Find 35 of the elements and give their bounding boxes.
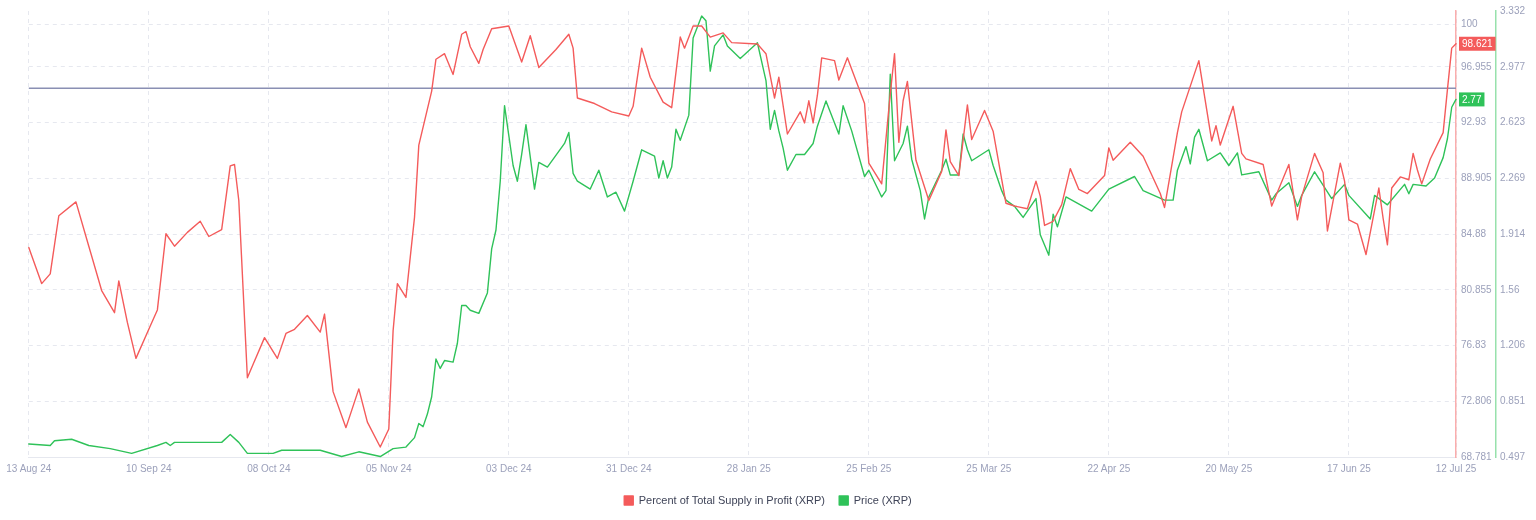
y-tick-label: 88.905 [1461, 172, 1493, 184]
x-tick-label: 31 Dec 24 [606, 462, 653, 474]
y-tick-label: 96.955 [1461, 60, 1493, 72]
y-tick-label: 68.781 [1461, 450, 1493, 462]
x-tick-label: 08 Oct 24 [247, 462, 291, 474]
y-tick-label: 100 [1461, 18, 1479, 30]
y2-tick-label: 1.56 [1500, 283, 1520, 295]
y2-tick-label: 3.332 [1500, 4, 1526, 16]
y2-tick-label: 2.269 [1500, 171, 1526, 183]
x-tick-label: 20 May 25 [1205, 462, 1253, 474]
x-tick-label: 03 Dec 24 [486, 462, 533, 474]
y2-tick-label: 1.206 [1500, 339, 1526, 351]
y2-tick-label: 1.914 [1500, 227, 1526, 239]
x-tick-label: 13 Aug 24 [6, 462, 52, 474]
x-tick-label: 17 Jun 25 [1326, 462, 1372, 474]
x-tick-label: 25 Feb 25 [846, 462, 892, 474]
legend-label: Price (XRP) [853, 493, 912, 506]
x-tick-label: 05 Nov 24 [366, 462, 413, 474]
x-tick-label: 10 Sep 24 [126, 462, 173, 474]
y2-tick-label: 0.851 [1500, 395, 1526, 407]
x-tick-label: 22 Apr 25 [1087, 462, 1131, 474]
y-tick-label: 84.88 [1461, 227, 1487, 239]
x-tick-label: 25 Mar 25 [966, 462, 1012, 474]
y2-tick-label: 2.977 [1500, 60, 1526, 72]
x-tick-label: 28 Jan 25 [726, 462, 772, 474]
data-label: 98.621 [1462, 37, 1494, 49]
y-tick-label: 72.806 [1461, 395, 1493, 406]
x-tick-label: 12 Jul 25 [1435, 462, 1477, 474]
y-tick-label: 80.855 [1461, 283, 1493, 295]
y-tick-label: 92.93 [1461, 116, 1487, 128]
legend-label: Percent of Total Supply in Profit (XRP) [638, 493, 826, 506]
y2-tick-label: 0.497 [1500, 450, 1526, 462]
y2-tick-label: 2.623 [1500, 116, 1526, 128]
data-label: 2.77 [1462, 93, 1482, 105]
y-tick-label: 76.83 [1461, 339, 1487, 351]
